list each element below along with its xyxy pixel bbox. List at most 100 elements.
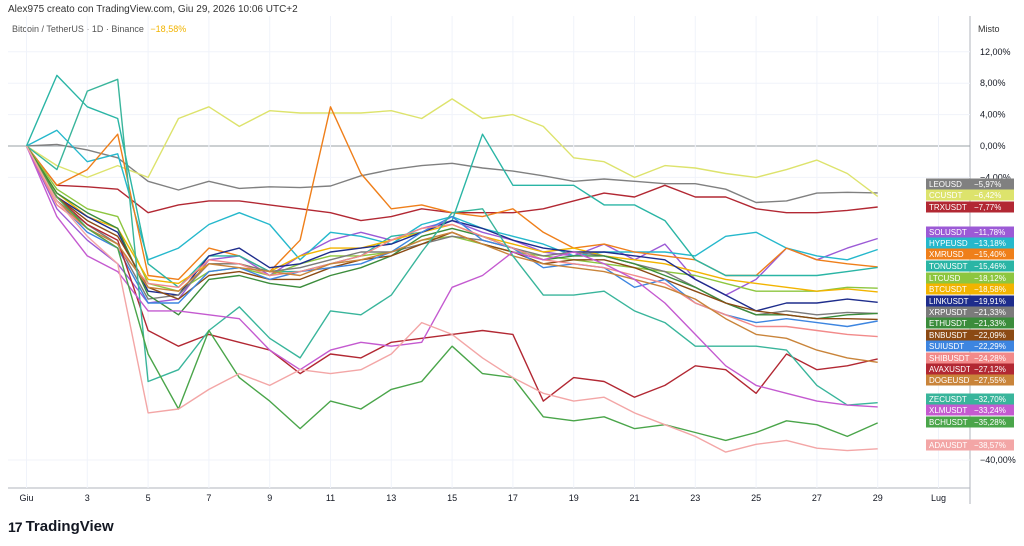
- series-name-tag: [926, 352, 970, 364]
- series-value-tag: [970, 404, 1014, 416]
- series-name-tag: [926, 317, 970, 329]
- series-value: −15,46%: [974, 262, 1006, 271]
- series-label-zecusdt: ZECUSDT −32,70%: [926, 393, 1014, 405]
- series-value: −5,97%: [974, 180, 1001, 189]
- series-label-bchusdt: BCHUSDT −35,28%: [926, 416, 1014, 428]
- series-line-bchusdt: [25, 145, 878, 442]
- series-value: −18,12%: [974, 274, 1006, 283]
- series-name-tag: [926, 248, 970, 260]
- series-value: −27,12%: [974, 365, 1006, 374]
- series-labels: LEOUSD −5,97% CCUSDT −6,42% TRXUSDT −7,77% SOL…: [926, 178, 1014, 451]
- x-tick-label: Lug: [931, 493, 946, 503]
- series-label-shibusdt: SHIBUSDT −24,28%: [926, 352, 1014, 364]
- series-value: −38,57%: [974, 441, 1006, 450]
- series-name-tag: [926, 439, 970, 451]
- series-name: XRPUSDT: [929, 308, 967, 317]
- series-name: ADAUSDT: [929, 441, 967, 450]
- series-label-bnbusdt: BNBUSDT −22,09%: [926, 329, 1014, 341]
- series-name: SOLUSDT: [929, 228, 967, 237]
- series-name: BNBUSDT: [929, 331, 967, 340]
- series-line-dogeusdt: [25, 145, 878, 363]
- series-value-tag: [970, 283, 1014, 295]
- symbol-change: −18,58%: [150, 24, 187, 34]
- series-value: −21,33%: [974, 319, 1006, 328]
- series-name: CCUSDT: [929, 191, 962, 200]
- series-name: AVAXUSDT: [929, 365, 971, 374]
- x-tick-label: 11: [326, 493, 335, 503]
- series-name: TRXUSDT: [929, 203, 967, 212]
- series-name-tag: [926, 237, 970, 249]
- series-name-tag: [926, 340, 970, 352]
- x-tick-label: 5: [146, 493, 151, 503]
- series-label-adausdt: ADAUSDT −38,57%: [926, 439, 1014, 451]
- series-name: LTCUSD: [929, 274, 961, 283]
- x-tick-label: 21: [629, 493, 639, 503]
- series-name: XLMUSDT: [929, 406, 967, 415]
- series-line-ccusdt: [26, 98, 879, 197]
- series-label-trxusdt: TRXUSDT −7,77%: [926, 201, 1014, 213]
- series-value: −6,42%: [974, 191, 1001, 200]
- series-value-tag: [970, 178, 1014, 190]
- x-tick-label: 17: [508, 493, 518, 503]
- series-name-tag: [926, 283, 970, 295]
- series-value-tag: [970, 248, 1014, 260]
- series-line-suiusdt: [25, 145, 878, 328]
- series-value: −21,33%: [974, 308, 1006, 317]
- series-value-tag: [970, 340, 1014, 352]
- chart-author-caption: Alex975 creato con TradingView.com, Giu …: [8, 4, 298, 15]
- series-name: SUIUSDT: [929, 342, 964, 351]
- series-label-leousd: LEOUSD −5,97%: [926, 178, 1014, 190]
- series-value: −15,40%: [974, 250, 1006, 259]
- series-value-tag: [970, 329, 1014, 341]
- series-name: ETHUSDT: [929, 319, 967, 328]
- series-value-tag: [970, 201, 1014, 213]
- series-name-tag: [926, 374, 970, 386]
- series-value-tag: [970, 374, 1014, 386]
- y-tick-label: 12,00%: [980, 47, 1011, 57]
- series-name-tag: [926, 189, 970, 201]
- series-name: ZECUSDT: [929, 395, 967, 404]
- x-tick-label: 19: [569, 493, 579, 503]
- x-tick-label: 13: [386, 493, 396, 503]
- series-name: SHIBUSDT: [929, 354, 970, 363]
- scale-mode-label[interactable]: Misto: [978, 24, 1000, 34]
- series-value: −33,24%: [974, 406, 1006, 415]
- series-value-tag: [970, 260, 1014, 272]
- series-line-zecusdt: [26, 78, 878, 406]
- series-value-tag: [970, 272, 1014, 284]
- series-value-tag: [970, 439, 1014, 451]
- series-label-tonusdt: TONUSDT −15,46%: [926, 260, 1014, 272]
- series-value: −13,18%: [974, 239, 1006, 248]
- series-value-tag: [970, 416, 1014, 428]
- series-name-tag: [926, 260, 970, 272]
- y-tick-label: 8,00%: [980, 78, 1006, 88]
- y-tick-label: 0,00%: [980, 141, 1006, 151]
- series-name-tag: [926, 272, 970, 284]
- series-label-hypeusd: HYPEUSD −13,18%: [926, 237, 1014, 249]
- y-axis: 12,00% 8,00% 4,00% 0,00% −4,00% −40,00%: [980, 47, 1016, 465]
- chart-grid: [8, 16, 971, 504]
- series-value-tag: [970, 352, 1014, 364]
- x-tick-label: 3: [85, 493, 90, 503]
- series-name: BTCUSDT: [929, 285, 967, 294]
- x-tick-label: 23: [690, 493, 700, 503]
- series-value-tag: [970, 393, 1014, 405]
- series-value-tag: [970, 295, 1014, 307]
- series-name-tag: [926, 201, 970, 213]
- series-label-xrpusdt: XRPUSDT −21,33%: [926, 306, 1014, 318]
- series-label-linkusdt: LINKUSDT −19,91%: [926, 295, 1014, 307]
- series-name-tag: [926, 178, 970, 190]
- series-name: TONUSDT: [929, 262, 968, 271]
- series-value-tag: [970, 363, 1014, 375]
- series-label-ethusdt: ETHUSDT −21,33%: [926, 317, 1014, 329]
- series-line-adausdt: [25, 145, 878, 453]
- series-value: −11,78%: [974, 228, 1005, 237]
- series-name: LEOUSD: [929, 180, 962, 189]
- series-value: −7,77%: [974, 203, 1001, 212]
- x-tick-label: 9: [267, 493, 272, 503]
- series-value: −35,28%: [974, 418, 1006, 427]
- series-value: −18,58%: [974, 285, 1006, 294]
- series-name-tag: [926, 416, 970, 428]
- series-value: −19,91%: [974, 297, 1006, 306]
